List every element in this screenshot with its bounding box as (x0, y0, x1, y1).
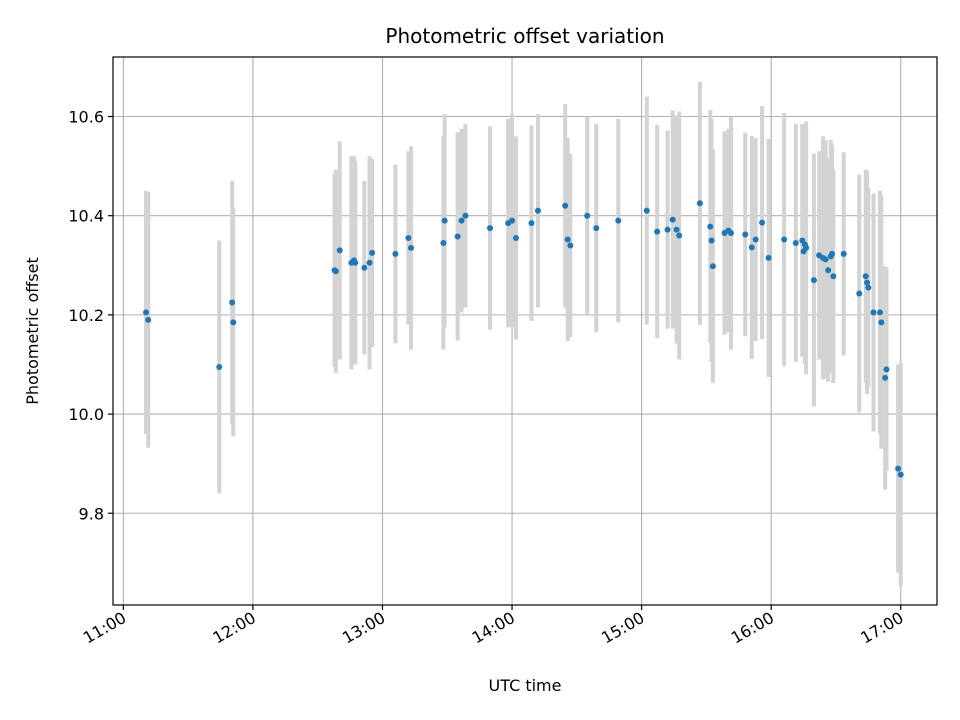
data-point (876, 309, 883, 316)
data-point (707, 223, 714, 230)
data-point (336, 247, 343, 254)
data-point (696, 200, 703, 207)
data-point (870, 309, 877, 316)
data-point (392, 250, 399, 257)
data-point (864, 279, 871, 286)
x-axis-label: UTC time (489, 676, 562, 695)
y-tick-label: 10.4 (68, 207, 104, 226)
data-point (829, 250, 836, 257)
data-point (462, 212, 469, 219)
data-point (454, 233, 461, 240)
data-point (752, 236, 759, 243)
data-point (584, 212, 591, 219)
x-tick-label: 11:00 (80, 608, 129, 648)
data-point (878, 319, 885, 326)
grid-layer (113, 57, 937, 605)
data-point (487, 225, 494, 232)
data-point (654, 228, 661, 235)
data-point (673, 226, 680, 233)
data-point (742, 231, 749, 238)
data-point (883, 366, 890, 373)
data-point (748, 244, 755, 251)
y-axis-label: Photometric offset (23, 257, 42, 405)
data-point (765, 254, 772, 261)
x-axis-ticks: 11:00 12:00 13:00 14:00 15:00 16:00 17:00 (80, 605, 907, 648)
y-axis-ticks: 9.8 10.0 10.2 10.4 10.6 (68, 108, 113, 523)
data-point (216, 363, 223, 370)
data-point (369, 249, 376, 256)
data-point (792, 239, 799, 246)
data-point (669, 216, 676, 223)
data-point (440, 239, 447, 246)
data-point (676, 232, 683, 239)
x-tick-label: 17:00 (857, 608, 906, 648)
data-point (352, 259, 359, 266)
errorbar-layer (144, 81, 903, 587)
point-layer (143, 200, 904, 478)
data-point (643, 207, 650, 214)
x-tick-label: 14:00 (469, 608, 518, 648)
x-tick-label: 15:00 (598, 608, 647, 648)
data-point (664, 226, 671, 233)
data-point (564, 236, 571, 243)
data-point (512, 235, 519, 242)
data-point (615, 217, 622, 224)
data-point (509, 217, 516, 224)
data-point (230, 319, 237, 326)
data-point (366, 259, 373, 266)
data-point (728, 230, 734, 237)
data-point (528, 220, 535, 227)
y-tick-label: 10.2 (68, 306, 104, 325)
x-tick-label: 12:00 (209, 608, 258, 648)
data-point (534, 207, 541, 214)
data-point (825, 267, 832, 274)
data-point (229, 299, 236, 306)
y-tick-label: 9.8 (79, 504, 104, 523)
data-point (865, 284, 872, 291)
data-point (332, 268, 339, 275)
data-point (822, 256, 829, 263)
data-point (897, 471, 904, 478)
x-tick-label: 16:00 (728, 608, 777, 648)
y-tick-label: 10.6 (68, 108, 104, 127)
data-point (882, 374, 889, 381)
data-point (361, 264, 368, 271)
data-point (593, 225, 600, 232)
data-point (562, 202, 569, 209)
data-point (759, 219, 766, 226)
data-point (830, 273, 837, 280)
data-point (567, 242, 574, 249)
data-point (407, 244, 414, 251)
data-point (458, 217, 465, 224)
data-point (708, 237, 715, 244)
data-point (803, 244, 810, 251)
plot-frame (112, 56, 938, 606)
x-tick-label: 13:00 (339, 608, 388, 648)
data-point (862, 273, 869, 280)
data-point (840, 250, 847, 257)
data-point (709, 263, 716, 270)
data-point (810, 277, 817, 284)
data-point (856, 290, 863, 297)
y-tick-label: 10.0 (68, 405, 104, 424)
data-point (441, 217, 448, 224)
data-point (143, 309, 150, 316)
data-point (895, 465, 902, 472)
data-point (781, 236, 788, 243)
data-point (405, 235, 412, 242)
chart-title: Photometric offset variation (385, 24, 664, 48)
data-point (145, 316, 152, 323)
